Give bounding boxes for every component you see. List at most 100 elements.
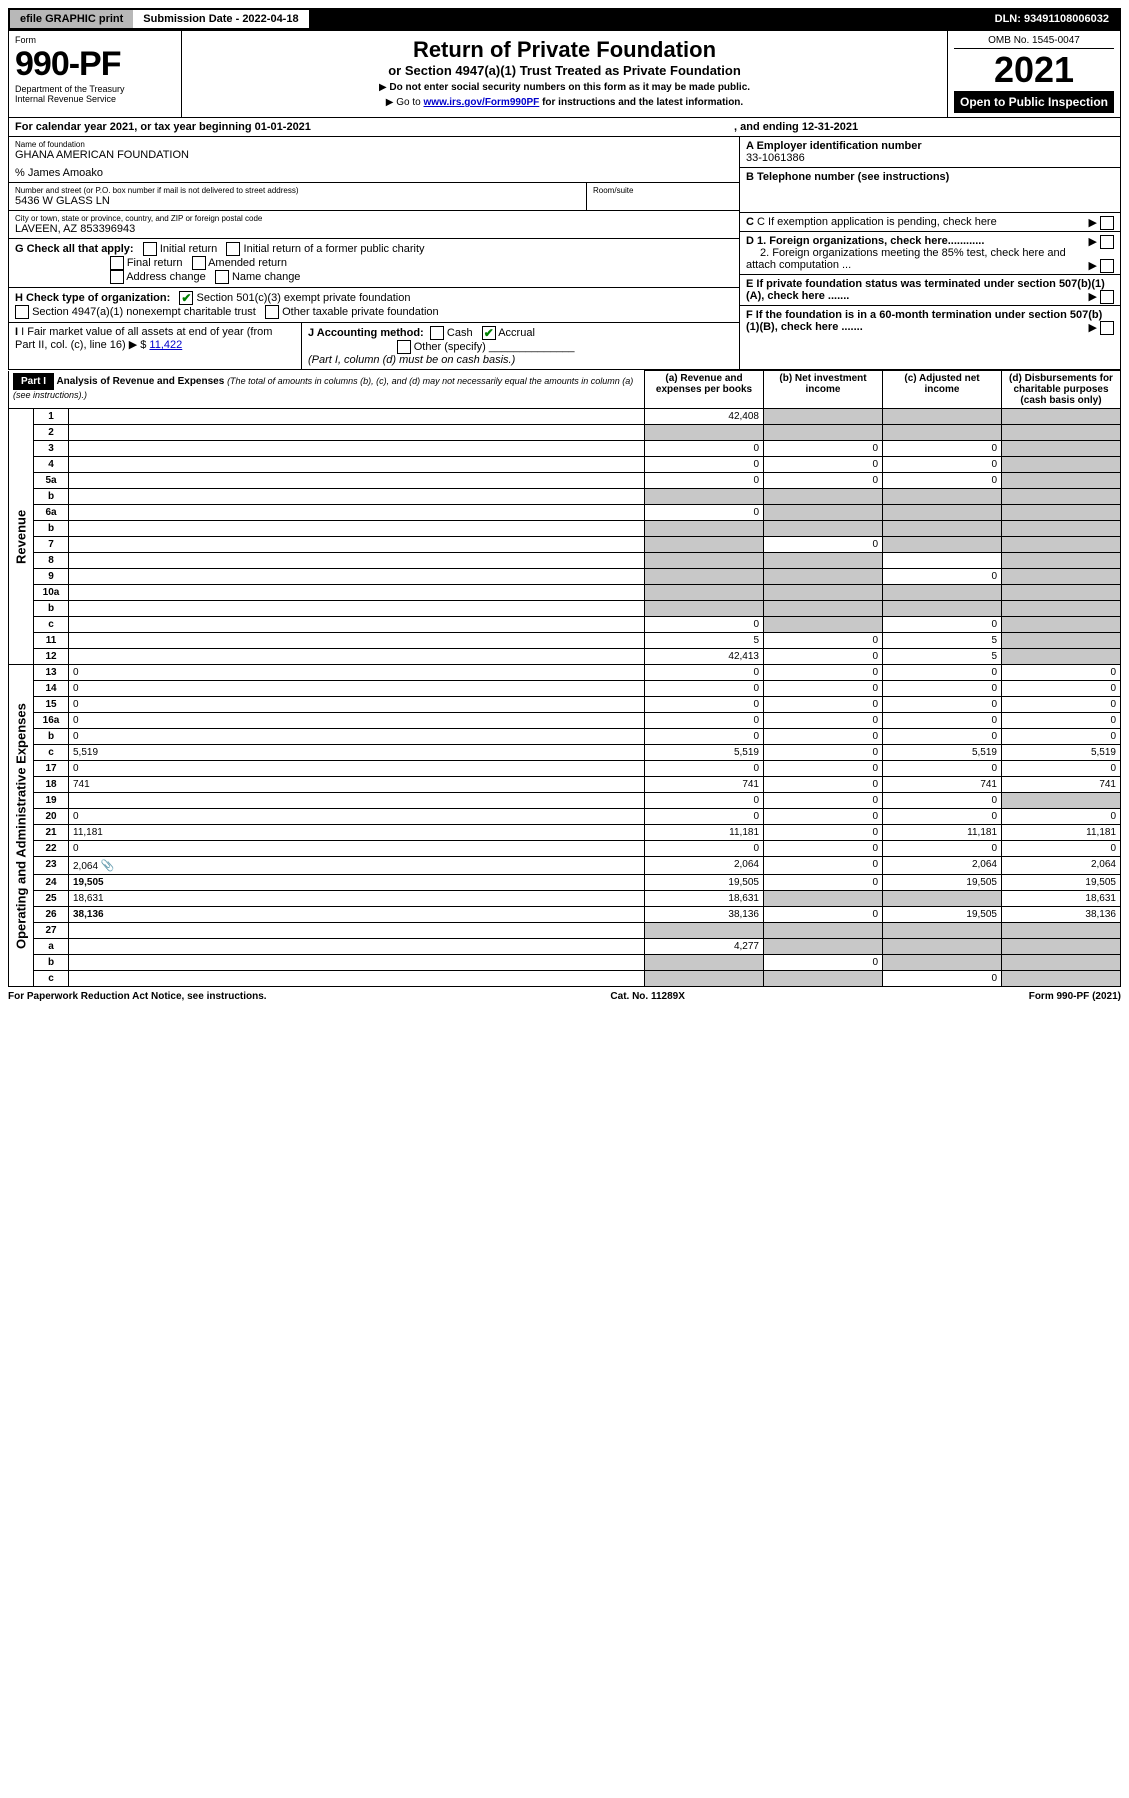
checkbox-amended[interactable] (192, 256, 206, 270)
table-row: a 4,277 (9, 939, 1121, 955)
line-description (69, 971, 645, 987)
form-title: Return of Private Foundation (188, 37, 941, 63)
revenue-side-label: Revenue (9, 409, 34, 665)
cell-col-d (1002, 633, 1121, 649)
cell-col-a: 4,277 (645, 939, 764, 955)
submission-date: Submission Date - 2022-04-18 (133, 10, 308, 28)
cell-col-c (883, 585, 1002, 601)
cell-col-a (645, 955, 764, 971)
cell-col-a (645, 601, 764, 617)
c-block: C C If exemption application is pending,… (740, 213, 1120, 232)
part1-table: Part I Analysis of Revenue and Expenses … (8, 370, 1121, 987)
line-number: 13 (34, 665, 69, 681)
cell-col-a (645, 521, 764, 537)
cell-col-c: 19,505 (883, 875, 1002, 891)
open-public-box: Open to Public Inspection (954, 91, 1114, 113)
checkbox-cash[interactable] (430, 326, 444, 340)
cell-col-a: 0 (645, 617, 764, 633)
checkbox-initial-return[interactable] (143, 242, 157, 256)
cell-col-c (883, 409, 1002, 425)
table-row: 187417410741741 (9, 777, 1121, 793)
line-description: 11,181 (69, 825, 645, 841)
checkbox-name-change[interactable] (215, 270, 229, 284)
topbar-spacer (309, 10, 985, 28)
cell-col-b (764, 891, 883, 907)
line-description: 0 (69, 713, 645, 729)
cell-col-d (1002, 473, 1121, 489)
line-number: b (34, 955, 69, 971)
table-row: 2111,18111,181011,18111,181 (9, 825, 1121, 841)
dept-label: Department of the Treasury (15, 84, 175, 94)
cell-col-c: 0 (883, 473, 1002, 489)
table-row: 16a00000 (9, 713, 1121, 729)
fmv-link[interactable]: 11,422 (149, 339, 182, 351)
address-block: Number and street (or P.O. box number if… (9, 183, 586, 210)
part1-label: Part I (13, 373, 54, 390)
footer-right: Form 990-PF (2021) (1029, 991, 1121, 1002)
checkbox-f[interactable] (1100, 321, 1114, 335)
cell-col-a: 0 (645, 665, 764, 681)
line-number: a (34, 939, 69, 955)
col-c-header: (c) Adjusted net income (883, 371, 1002, 409)
footer-left: For Paperwork Reduction Act Notice, see … (8, 991, 267, 1002)
table-row: c00 (9, 617, 1121, 633)
cell-col-a: 18,631 (645, 891, 764, 907)
line-number: 11 (34, 633, 69, 649)
line-description (69, 521, 645, 537)
checkbox-d2[interactable] (1100, 259, 1114, 273)
cell-col-b (764, 409, 883, 425)
irs-label: Internal Revenue Service (15, 94, 175, 104)
street-address: 5436 W GLASS LN (15, 195, 580, 207)
line-number: 8 (34, 553, 69, 569)
line-description (69, 409, 645, 425)
cell-col-c: 0 (883, 761, 1002, 777)
checkbox-501c3[interactable]: ✔ (179, 291, 193, 305)
checkbox-c[interactable] (1100, 216, 1114, 230)
cell-col-d (1002, 425, 1121, 441)
table-row: b0 (9, 955, 1121, 971)
instruction-1: ▶ Do not enter social security numbers o… (188, 82, 941, 93)
cell-col-c (883, 955, 1002, 971)
line-number: 18 (34, 777, 69, 793)
line-description (69, 457, 645, 473)
cell-col-b (764, 489, 883, 505)
cell-col-a: 0 (645, 457, 764, 473)
checkbox-other-method[interactable] (397, 340, 411, 354)
checkbox-other-taxable[interactable] (265, 305, 279, 319)
table-row: 5a000 (9, 473, 1121, 489)
table-row: 90 (9, 569, 1121, 585)
attachment-icon[interactable]: 📎 (101, 860, 115, 872)
foundation-name-block: Name of foundation GHANA AMERICAN FOUNDA… (9, 137, 739, 182)
line-number: 17 (34, 761, 69, 777)
line-description (69, 955, 645, 971)
table-row: 70 (9, 537, 1121, 553)
checkbox-initial-former[interactable] (226, 242, 240, 256)
cell-col-b: 0 (764, 857, 883, 875)
cell-col-a: 38,136 (645, 907, 764, 923)
checkbox-d1[interactable] (1100, 235, 1114, 249)
efile-label[interactable]: efile GRAPHIC print (10, 10, 133, 28)
line-description (69, 633, 645, 649)
table-row: 27 (9, 923, 1121, 939)
checkbox-address-change[interactable] (110, 270, 124, 284)
checkbox-e[interactable] (1100, 290, 1114, 304)
room-suite: Room/suite (586, 183, 739, 210)
table-row: 2 (9, 425, 1121, 441)
checkbox-4947a1[interactable] (15, 305, 29, 319)
checkbox-accrual[interactable]: ✔ (482, 326, 496, 340)
right-info-column: A Employer identification number 33-1061… (739, 137, 1120, 369)
instructions-link[interactable]: www.irs.gov/Form990PF (424, 97, 540, 108)
line-number: 3 (34, 441, 69, 457)
table-row: 19000 (9, 793, 1121, 809)
cell-col-c: 0 (883, 457, 1002, 473)
line-number: b (34, 521, 69, 537)
cell-col-c: 0 (883, 617, 1002, 633)
table-row: 1500000 (9, 697, 1121, 713)
checkbox-final-return[interactable] (110, 256, 124, 270)
table-row: 2518,63118,63118,631 (9, 891, 1121, 907)
ein-block: A Employer identification number 33-1061… (740, 137, 1120, 168)
cell-col-d: 19,505 (1002, 875, 1121, 891)
line-description (69, 649, 645, 665)
cell-col-d (1002, 569, 1121, 585)
cell-col-d (1002, 505, 1121, 521)
